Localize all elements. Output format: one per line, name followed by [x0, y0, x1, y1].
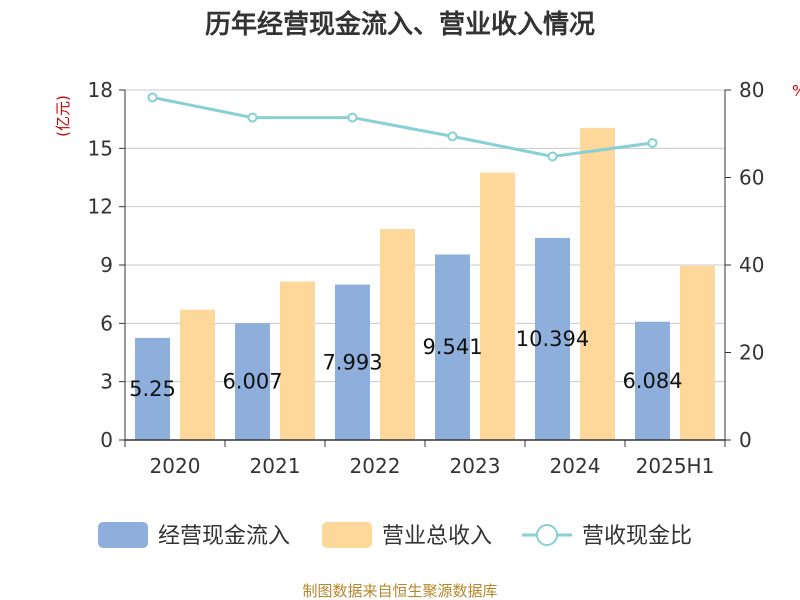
chart-title: 历年经营现金流入、营业收入情况: [205, 9, 595, 40]
cash-inflow-bar: [135, 337, 170, 440]
left-tick-label: 18: [88, 78, 113, 102]
bar-value-label: 10.394: [516, 327, 589, 351]
ratio-point: [147, 92, 158, 103]
legend-label: 营业总收入: [382, 524, 492, 549]
bar-value-label: 7.993: [322, 350, 382, 374]
ratio-point: [447, 131, 458, 142]
legend-line-marker: [536, 524, 558, 546]
revenue-bar: [580, 127, 615, 441]
bar-value-labels: 5.25 6.007 7.993 9.541 10.394 6.084: [129, 327, 682, 401]
ratio-point: [647, 137, 658, 148]
left-tick-label: 3: [100, 370, 113, 394]
x-tick-label: 2025H1: [636, 454, 715, 478]
cash-inflow-bar: [435, 254, 470, 440]
left-axis-unit: (亿元): [54, 95, 72, 137]
cash-inflow-bar: [635, 321, 670, 440]
ratio-point: [347, 112, 358, 123]
x-tick-label: 2023: [450, 454, 501, 478]
right-tick-label: 40: [739, 253, 764, 277]
right-axis-unit: %: [792, 82, 800, 100]
cash-inflow-bar: [235, 323, 270, 440]
legend-label: 经营现金流入: [158, 524, 290, 549]
left-tick-label: 6: [100, 311, 113, 335]
legend: 经营现金流入 营业总收入 营收现金比: [98, 522, 692, 549]
legend-swatch: [322, 522, 372, 548]
x-tick-label: 2022: [350, 454, 401, 478]
bar-value-label: 5.25: [129, 377, 176, 401]
gridlines: [125, 89, 725, 383]
right-tick-label: 20: [739, 341, 764, 365]
cash-inflow-bar: [535, 237, 570, 440]
bar-value-label: 6.007: [222, 370, 282, 394]
ratio-point: [547, 151, 558, 162]
ratio-series-line: [152, 95, 653, 159]
revenue-bar: [280, 281, 315, 440]
legend-swatch: [98, 522, 148, 548]
right-tick-label: 60: [739, 166, 764, 190]
x-tick-label: 2020: [150, 454, 201, 478]
right-tick-label: 0: [739, 428, 752, 452]
left-tick-label: 15: [88, 136, 113, 160]
axes: 0 3 6 9 12 15 18 0 20 40 60 80 2020 2021 2022 2023 2024 2…: [88, 78, 765, 478]
x-tick-label: 2021: [250, 454, 301, 478]
ratio-point: [247, 112, 258, 123]
left-tick-label: 0: [100, 428, 113, 452]
left-tick-label: 9: [100, 253, 113, 277]
revenue-bar: [680, 265, 715, 440]
revenue-bar: [480, 172, 515, 440]
source-note: 制图数据来自恒生聚源数据库: [302, 582, 497, 600]
bars: [135, 127, 715, 441]
right-tick-label: 80: [739, 78, 764, 102]
legend-label: 营收现金比: [582, 524, 692, 549]
revenue-bar: [180, 309, 215, 440]
x-tick-label: 2024: [550, 454, 601, 478]
bar-value-label: 6.084: [622, 369, 682, 393]
left-tick-label: 12: [88, 195, 113, 219]
cash-inflow-bar: [335, 284, 370, 440]
bar-value-label: 9.541: [422, 335, 482, 359]
revenue-bar: [380, 229, 415, 440]
ratio-line: [147, 92, 658, 162]
